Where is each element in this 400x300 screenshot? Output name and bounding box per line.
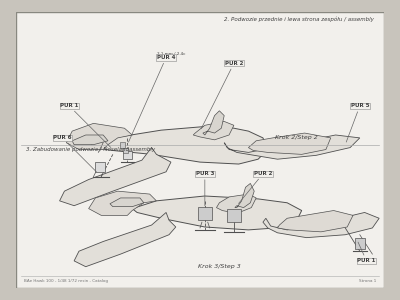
- Text: PUR 4: PUR 4: [128, 55, 175, 142]
- Text: Krok 3/Step 3: Krok 3/Step 3: [198, 264, 241, 269]
- Text: 2. Podwozie przednie i lewa strona zespółu / assembly: 2. Podwozie przednie i lewa strona zespó…: [224, 17, 374, 22]
- Polygon shape: [263, 212, 379, 238]
- Text: PUR 5: PUR 5: [346, 103, 369, 142]
- Polygon shape: [66, 123, 132, 149]
- Bar: [198, 207, 212, 220]
- Polygon shape: [224, 135, 360, 159]
- Text: PUR 1: PUR 1: [60, 103, 111, 148]
- Text: Strona 1: Strona 1: [359, 279, 376, 283]
- Polygon shape: [110, 198, 144, 207]
- Polygon shape: [72, 135, 108, 145]
- Polygon shape: [89, 191, 156, 215]
- Text: PUR 6: PUR 6: [53, 135, 96, 172]
- Bar: [355, 238, 365, 249]
- Polygon shape: [248, 133, 331, 154]
- Bar: [122, 152, 132, 159]
- Polygon shape: [216, 194, 256, 213]
- Polygon shape: [60, 148, 171, 206]
- Polygon shape: [193, 122, 234, 140]
- Text: 3. Zabudowanie podwozia / Noselandassembly: 3. Zabudowanie podwozia / Noselandassemb…: [26, 147, 155, 152]
- Polygon shape: [94, 125, 268, 164]
- Text: PUR 1: PUR 1: [357, 242, 376, 263]
- Polygon shape: [74, 212, 176, 267]
- Polygon shape: [203, 111, 224, 135]
- Polygon shape: [278, 211, 353, 232]
- Bar: [122, 148, 128, 153]
- Polygon shape: [132, 196, 302, 230]
- Text: PUR 2: PUR 2: [201, 61, 243, 129]
- Polygon shape: [235, 183, 254, 208]
- Text: PUR 3: PUR 3: [196, 171, 214, 206]
- Bar: [120, 142, 126, 148]
- Text: 2.1 mm / 2.4c: 2.1 mm / 2.4c: [157, 52, 185, 56]
- Text: Krok 2/Step 2: Krok 2/Step 2: [276, 135, 318, 140]
- Bar: [227, 208, 241, 222]
- Text: PUR 2: PUR 2: [238, 171, 272, 203]
- Text: BAe Hawk 100 - 1/48 1/72 resin - Catalog: BAe Hawk 100 - 1/48 1/72 resin - Catalog: [24, 279, 108, 283]
- Bar: [96, 162, 105, 172]
